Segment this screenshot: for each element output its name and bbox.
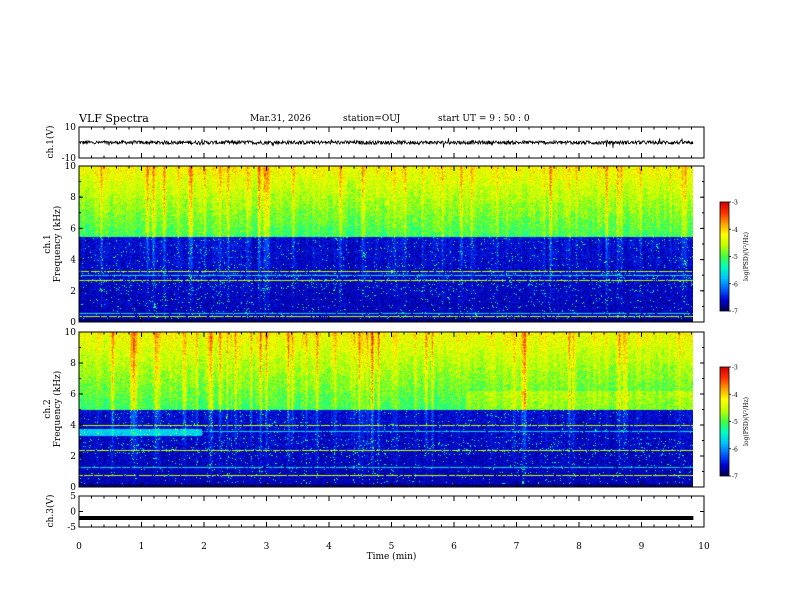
y-tick-label: 8 [70,193,76,203]
y-tick-label: 4 [70,256,76,266]
colorbar-tick-label: -4 [732,392,738,399]
colorbar-tick-label: -6 [732,446,738,453]
y-tick-label: 0 [70,508,76,518]
y-tick-label: 5 [70,492,76,502]
ch1-spec-ylabel: ch.1 Frequency (kHz) [43,206,63,283]
y-tick-label: 10 [65,162,77,172]
x-tick-label: 5 [389,542,395,552]
y-tick-label: -5 [67,523,76,533]
colorbar-tick-label: -7 [732,309,738,316]
y-tick-label: 8 [70,359,76,369]
start-ut-label: start UT = 9 : 50 : 0 [438,114,530,124]
station-label: station=OUJ [343,114,401,124]
x-tick-label: 4 [326,542,332,552]
colorbar-tick-label: -5 [732,419,738,426]
ch3-ylabel: ch.3(V) [45,495,56,528]
x-tick-label: 3 [264,542,270,552]
ch1-spectrogram-image [79,166,693,322]
ch2-spec-ylabel-line: Frequency (kHz) [52,371,63,448]
x-tick-label: 6 [451,542,457,552]
colorbar-label-text: log(PSD)(V²/Hz) [743,232,750,281]
date-label: Mar.31, 2026 [250,114,311,124]
y-tick-label: 4 [70,421,76,431]
y-tick-label: 6 [70,390,76,400]
ch1-spec-ylabel-line: ch.1 [43,234,53,253]
ch2-spec-ylabel: ch.2 Frequency (kHz) [43,371,63,448]
ch2-spectrogram-image [79,332,693,487]
ch2-spec-ylabel-line: ch.2 [43,399,53,418]
ch2-colorbar [719,366,730,477]
x-tick-label: 8 [576,542,582,552]
y-tick-label: 0 [70,483,76,493]
ch3-ylabel-line: ch.3(V) [45,495,56,528]
x-tick-label: 7 [514,542,520,552]
y-tick-label: 0 [70,318,76,328]
y-tick-label: 2 [70,287,76,297]
colorbar-tick-label: -4 [732,227,738,234]
colorbar-tick-label: -5 [732,254,738,261]
x-axis-label: Time (min) [367,551,417,562]
y-tick-label: -10 [62,154,77,164]
ch1-ylabel: ch.1(V) [45,126,56,159]
x-tick-label: 0 [76,542,82,552]
chart-title: VLF Spectra [79,112,149,125]
colorbar-tick-label: -3 [732,365,738,372]
y-tick-label: 10 [65,123,77,133]
ch1-colorbar [719,201,730,312]
x-tick-label: 2 [201,542,207,552]
ch1-waveform-line [78,138,694,148]
y-tick-label: 2 [70,452,76,462]
ch1-ylabel-line: ch.1(V) [45,126,56,159]
x-tick-label: 10 [698,542,710,552]
x-tick-label: 9 [639,542,645,552]
y-tick-label: 6 [70,224,76,234]
y-tick-label: 10 [65,328,77,338]
colorbar-tick-label: -3 [732,200,738,207]
ch1-colorbar-label: log(PSD)(V²/Hz) [743,232,750,281]
x-tick-label: 1 [139,542,145,552]
colorbar-label-text: log(PSD)(V²/Hz) [743,397,750,446]
colorbar-tick-label: -6 [732,281,738,288]
ch2-colorbar-label: log(PSD)(V²/Hz) [743,397,750,446]
ch1-spec-ylabel-line: Frequency (kHz) [52,206,63,283]
colorbar-tick-label: -7 [732,474,738,481]
